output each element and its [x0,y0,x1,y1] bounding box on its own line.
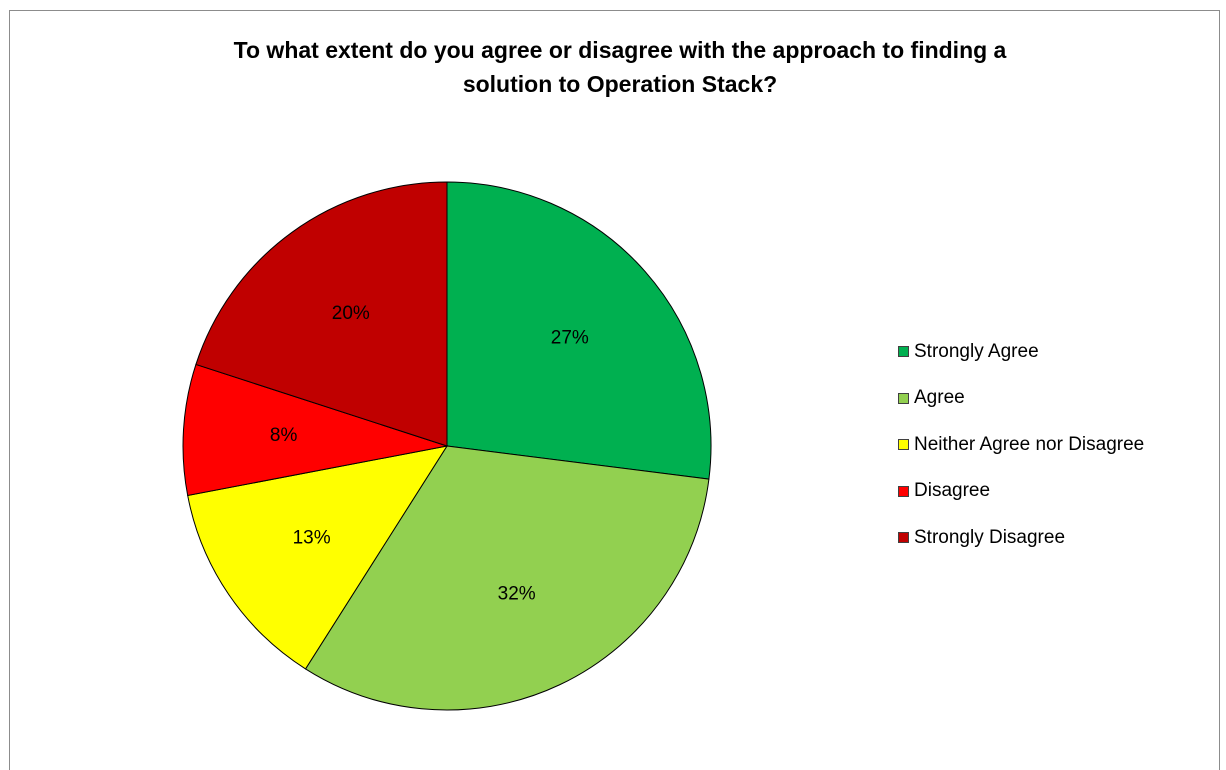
legend-swatch-strongly-agree [898,346,909,357]
pie-slice-agree [304,445,710,711]
data-label-neither: 13% [293,528,331,549]
legend: Strongly Agree Agree Neither Agree nor D… [898,340,1144,573]
legend-item-neither: Neither Agree nor Disagree [898,433,1144,456]
legend-swatch-neither [898,439,909,450]
data-label-strongly-disagree: 20% [332,303,370,324]
legend-label-strongly-agree: Strongly Agree [914,340,1039,362]
legend-item-strongly-agree: Strongly Agree [898,340,1144,363]
legend-label-agree: Agree [914,387,965,408]
pie-data-labels: 27% 32% 13% 8% 20% [270,303,589,605]
data-label-agree: 32% [498,584,536,605]
data-label-strongly-agree: 27% [551,327,589,348]
pie-slice-strongly-disagree [195,181,448,447]
pie-slice-neither [187,445,449,670]
chart-title: To what extent do you agree or disagree … [150,33,1090,101]
data-label-disagree: 8% [270,425,298,446]
legend-label-disagree: Disagree [914,480,991,501]
legend-swatch-disagree [898,485,909,497]
legend-label-neither: Neither Agree nor Disagree [914,433,1145,455]
legend-swatch-agree [898,392,909,404]
legend-item-agree: Agree [898,387,1144,410]
pie-slices [182,181,712,711]
chart-title-line-1: To what extent do you agree or disagree … [233,37,1007,63]
legend-swatch-strongly-disagree [898,532,909,543]
pie-slice-disagree [182,363,448,497]
legend-label-strongly-disagree: Strongly Disagree [914,526,1066,548]
legend-item-disagree: Disagree [898,480,1144,503]
legend-item-strongly-disagree: Strongly Disagree [898,526,1144,549]
chart-title-line-2: solution to Operation Stack? [462,71,778,97]
pie-slice-strongly-agree [446,181,712,480]
